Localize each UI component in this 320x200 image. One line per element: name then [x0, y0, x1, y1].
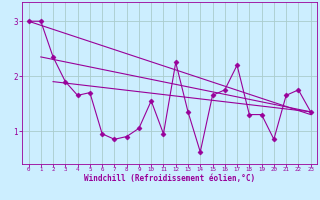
X-axis label: Windchill (Refroidissement éolien,°C): Windchill (Refroidissement éolien,°C) [84, 174, 255, 183]
